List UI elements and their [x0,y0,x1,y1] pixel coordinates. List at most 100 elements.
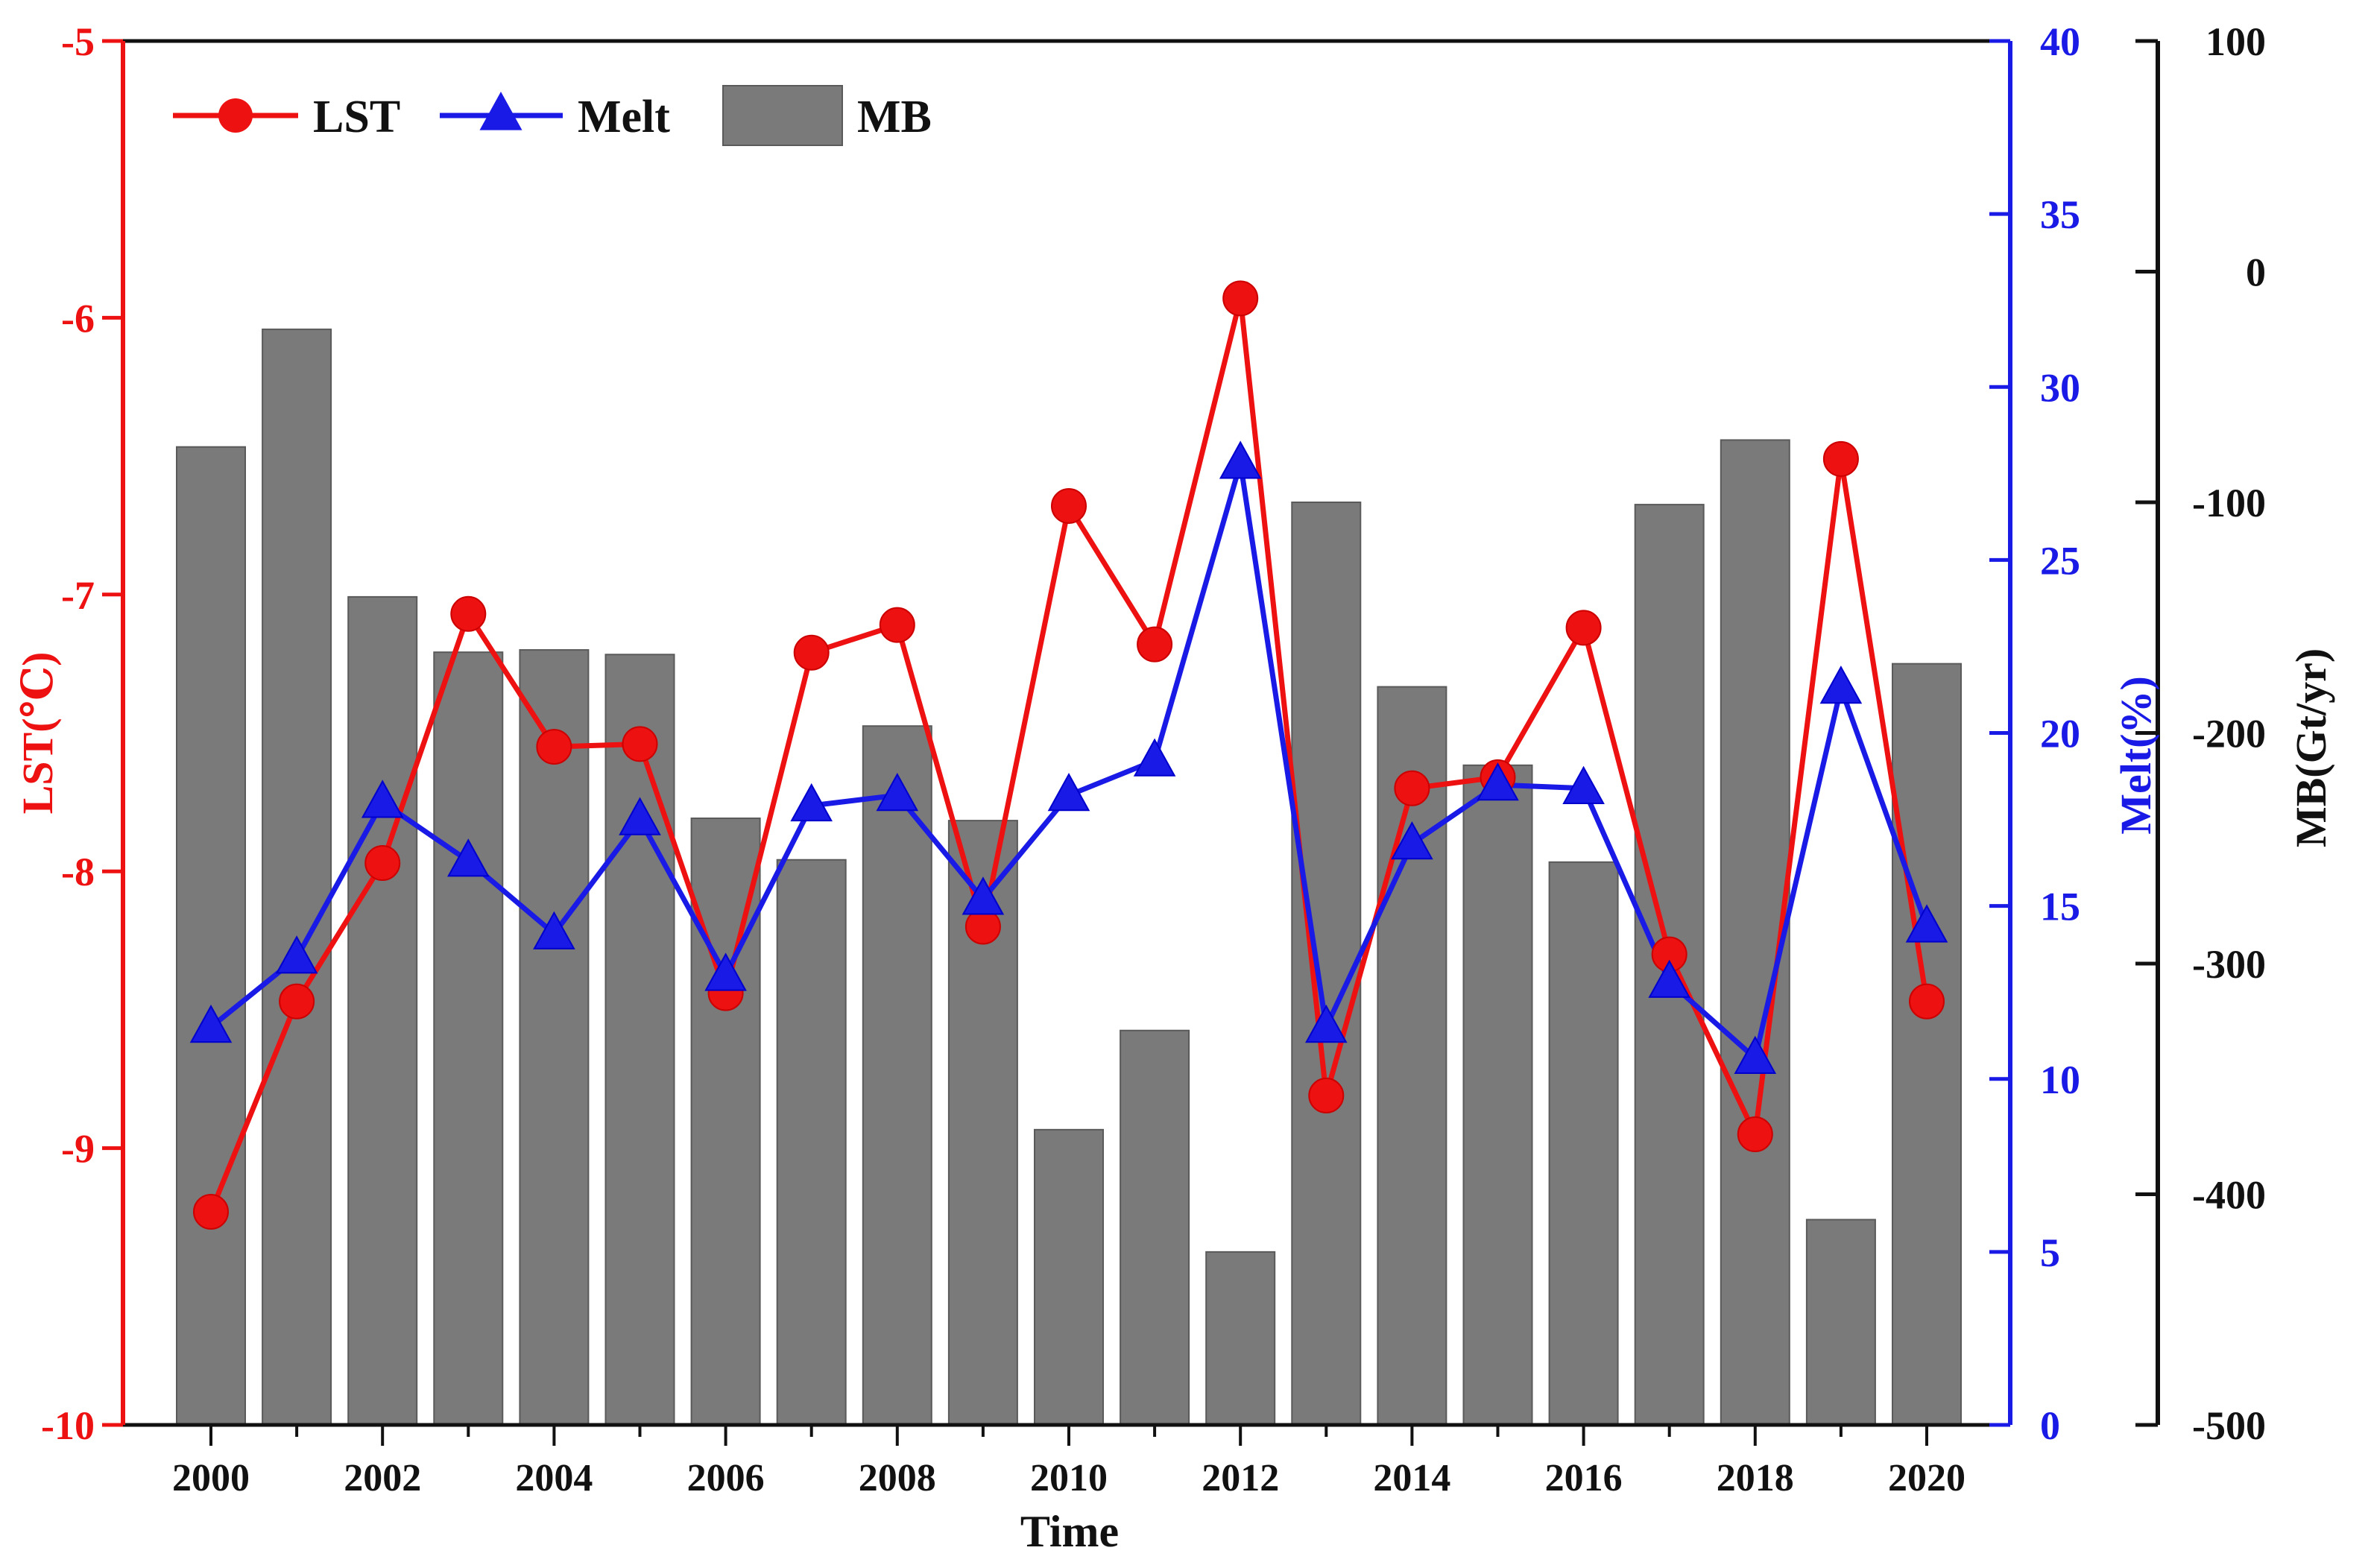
melt-tick-label: 25 [2040,538,2080,583]
melt-tick-label: 10 [2040,1058,2080,1102]
mb-bars [176,328,1962,1426]
melt-point [1047,772,1090,812]
mb-tick-label: -100 [2192,481,2266,525]
melt-tick-label: 15 [2040,885,2080,929]
mb-bar [690,818,761,1426]
mb-tick-label: -400 [2192,1173,2266,1218]
lst-point [622,726,658,762]
mb-tick-label: -500 [2192,1403,2266,1448]
melt-point [704,952,747,991]
mb-bar [1291,502,1362,1426]
lst-point [364,845,401,882]
mb-bar [862,725,932,1426]
mb-tick-label: -200 [2192,712,2266,756]
melt-point [1391,821,1433,860]
lst-point [536,729,572,765]
legend-mb-label: MB [857,92,932,142]
mb-bar [433,651,504,1426]
legend-mb-swatch [722,85,843,146]
melt-point [1477,762,1519,801]
melt-point [962,876,1005,915]
x-tick-label: 2000 [172,1457,250,1499]
melt-point [275,935,318,974]
mb-bar [1805,1218,1876,1426]
lst-point [1308,1078,1345,1114]
mb-bar [1120,1029,1190,1426]
mb-bar [1720,439,1790,1426]
mb-bar [262,328,332,1426]
mb-bar [1377,686,1447,1426]
lst-axis-title: LST(℃) [13,652,62,815]
lst-tick-label: -9 [61,1127,95,1172]
x-tick-label: 2006 [687,1457,765,1499]
melt-point [189,1005,233,1043]
mb-bar [176,446,246,1426]
lst-tick-label: -6 [61,296,95,341]
melt-tick-label: 0 [2040,1403,2060,1448]
legend: LST Melt MB [173,85,932,146]
lst-point [879,607,915,643]
melt-tick-label: 20 [2040,712,2080,756]
mb-tick-label: -300 [2192,942,2266,987]
x-tick-label: 2018 [1717,1457,1794,1499]
x-tick-label: 2012 [1202,1457,1279,1499]
x-tick-label: 2016 [1545,1457,1623,1499]
lst-point [1909,983,1945,1019]
melt-point [1648,959,1690,998]
lst-tick-label: -8 [61,850,95,894]
axes: 2000 2002 2004 2006 2008 2010 2012 2014 2016 2018… [13,19,2335,1499]
melt-point [447,838,490,877]
melt-tick-label: 35 [2040,192,2080,237]
mb-bar [347,595,418,1426]
mb-bar [1205,1251,1276,1426]
x-tick-label: 2002 [344,1457,421,1499]
melt-point [1734,1035,1777,1075]
legend-lst-label: LST [313,92,400,142]
lst-point [1737,1116,1773,1153]
lst-tick-label: -10 [41,1403,95,1448]
melt-point [790,783,833,822]
lst-point [193,1194,229,1230]
legend-melt-marker [479,92,522,130]
x-tick-label: 2014 [1373,1457,1450,1499]
mb-bar [604,654,675,1426]
lst-point [1822,440,1859,477]
x-tick-label: 2004 [515,1457,593,1499]
lst-point [450,595,487,632]
melt-point [533,911,575,949]
mb-bar [1548,861,1619,1426]
x-tick-label: 2020 [1888,1457,1966,1499]
melt-point [619,797,661,835]
mb-bar [519,649,590,1426]
melt-point [1219,440,1262,479]
lst-point [1565,610,1602,646]
mb-axis-title: MB(Gt/yr) [2287,648,2335,847]
melt-point [1133,738,1176,777]
legend-melt-label: Melt [578,92,670,142]
melt-axis-title: Melt(%) [2112,676,2160,835]
lst-point [1394,770,1430,806]
mb-bar [1892,663,1962,1426]
melt-tick-label: 5 [2040,1230,2060,1275]
lst-point [1051,487,1087,524]
lst-point [279,983,315,1019]
lst-point [1222,280,1259,317]
mb-bar [776,859,847,1426]
x-tick-label: 2010 [1030,1457,1108,1499]
melt-tick-label: 40 [2040,19,2080,64]
melt-point [1305,1005,1348,1043]
x-tick-label: 2008 [859,1457,936,1499]
lst-tick-label: -7 [61,573,95,618]
mb-bar [1462,764,1533,1426]
lst-point [1137,626,1173,663]
melt-point [1905,904,1948,943]
mb-bar [1034,1128,1104,1426]
melt-tick-label: 30 [2040,365,2080,410]
mb-tick-label: 100 [2206,19,2266,64]
melt-point [876,772,919,812]
lst-point [793,634,830,671]
melt-point [1562,765,1605,804]
mb-tick-label: 0 [2246,250,2266,295]
melt-point [361,780,404,818]
